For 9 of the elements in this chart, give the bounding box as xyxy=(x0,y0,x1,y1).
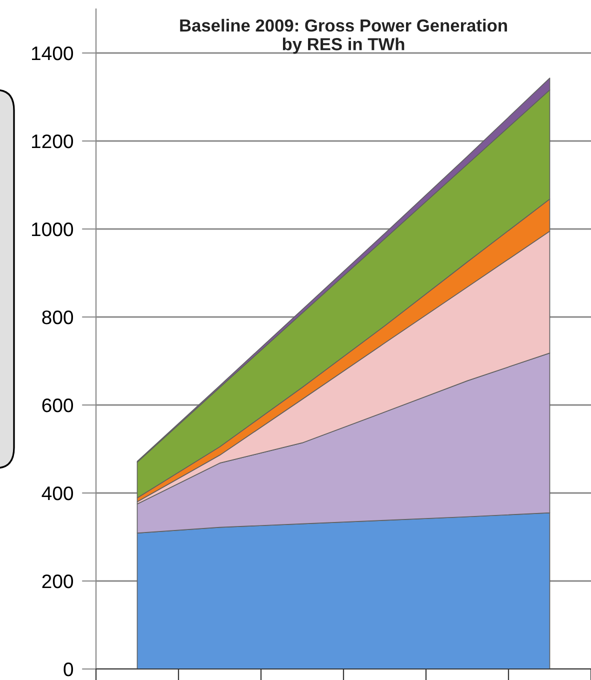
text: Baseline 2009: Gross Power Generation by RES in TWh xyxy=(180,18,507,54)
y-tick-label: 0 xyxy=(64,662,74,676)
y-tick-label: 600 xyxy=(42,398,74,412)
y-tick-label: 200 xyxy=(42,574,74,588)
y-tick-label: 1400 xyxy=(32,46,74,60)
y-tick-label: 1200 xyxy=(32,134,74,148)
y-tick-label: 400 xyxy=(42,486,74,500)
y-tick-label: 1000 xyxy=(32,222,74,236)
y-tick-label: 800 xyxy=(42,310,74,324)
